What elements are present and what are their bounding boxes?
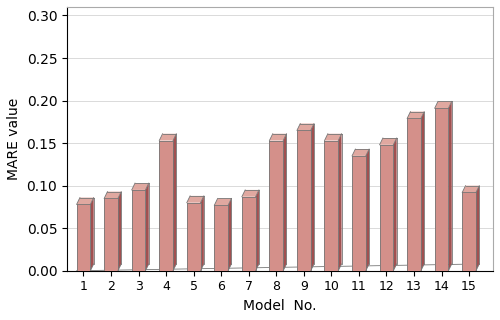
Polygon shape	[380, 138, 396, 145]
Polygon shape	[394, 138, 396, 271]
Polygon shape	[338, 134, 342, 271]
Polygon shape	[228, 198, 232, 271]
Polygon shape	[407, 118, 421, 271]
X-axis label: Model  No.: Model No.	[244, 299, 317, 313]
Polygon shape	[283, 134, 286, 271]
Polygon shape	[270, 134, 286, 140]
Polygon shape	[352, 156, 366, 271]
Polygon shape	[76, 204, 90, 271]
Polygon shape	[407, 112, 424, 118]
Polygon shape	[200, 196, 204, 271]
Polygon shape	[448, 101, 452, 271]
Polygon shape	[366, 149, 369, 271]
Polygon shape	[324, 134, 342, 140]
Polygon shape	[421, 112, 424, 271]
Polygon shape	[352, 149, 369, 156]
Polygon shape	[242, 190, 259, 197]
Polygon shape	[159, 140, 173, 271]
Polygon shape	[476, 186, 480, 271]
Polygon shape	[104, 192, 121, 198]
Polygon shape	[310, 124, 314, 271]
Polygon shape	[214, 198, 232, 205]
Polygon shape	[380, 145, 394, 271]
Polygon shape	[214, 205, 228, 271]
Polygon shape	[132, 183, 149, 190]
Polygon shape	[297, 124, 314, 130]
Polygon shape	[462, 186, 479, 192]
Polygon shape	[187, 196, 204, 203]
Polygon shape	[270, 140, 283, 271]
Polygon shape	[462, 192, 476, 271]
Polygon shape	[187, 203, 200, 271]
Polygon shape	[132, 190, 145, 271]
Polygon shape	[118, 192, 121, 271]
Polygon shape	[242, 197, 256, 271]
Polygon shape	[90, 197, 94, 271]
Polygon shape	[324, 140, 338, 271]
Y-axis label: MARE value: MARE value	[7, 98, 21, 180]
Polygon shape	[173, 134, 176, 271]
Polygon shape	[146, 183, 149, 271]
Polygon shape	[434, 101, 452, 108]
Polygon shape	[104, 198, 118, 271]
Polygon shape	[297, 130, 310, 271]
Polygon shape	[76, 197, 94, 204]
Polygon shape	[256, 190, 259, 271]
Polygon shape	[434, 108, 448, 271]
Polygon shape	[159, 134, 176, 140]
